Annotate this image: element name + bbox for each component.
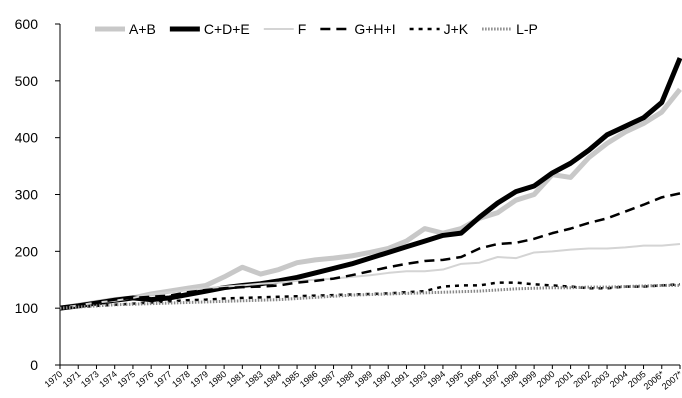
legend-label: J+K — [444, 21, 469, 37]
y-tick-label: 0 — [30, 357, 38, 373]
x-tick-label: 1996 — [462, 369, 484, 390]
x-tick-label: 1984 — [261, 369, 283, 390]
x-tick-label: 1974 — [97, 369, 119, 390]
x-tick-label: 1983 — [243, 369, 265, 390]
x-tick-label: 2001 — [553, 369, 575, 390]
x-tick-label: 2007* — [660, 369, 682, 392]
x-tick-label: 1970 — [43, 369, 65, 390]
x-tick-label: 2002 — [571, 369, 593, 390]
x-tick-label: 1985 — [280, 369, 302, 390]
x-tick-label: 1987 — [316, 369, 338, 390]
x-tick-label: 1995 — [444, 369, 466, 390]
y-tick-label: 100 — [15, 300, 39, 316]
x-tick-label: 1977 — [152, 369, 174, 390]
x-tick-label: 1997 — [480, 369, 502, 390]
x-tick-label: 1991 — [389, 369, 411, 390]
x-tick-label: 1971 — [61, 369, 83, 390]
y-tick-label: 400 — [15, 130, 39, 146]
legend-label: C+D+E — [204, 21, 250, 37]
x-tick-label: 1999 — [517, 369, 539, 390]
x-tick-label: 1998 — [498, 369, 520, 390]
series-line — [59, 283, 680, 310]
x-tick-label: 1980 — [207, 369, 229, 390]
x-tick-label: 1973 — [79, 369, 101, 390]
x-tick-label: 1994 — [425, 369, 447, 390]
legend-label: L-P — [516, 21, 538, 37]
y-tick-label: 600 — [15, 16, 39, 32]
legend-label: A+B — [129, 21, 156, 37]
x-tick-label: 2003 — [590, 369, 612, 390]
series-line — [59, 57, 682, 311]
x-tick-label: 1975 — [115, 369, 137, 390]
series-line — [59, 192, 681, 310]
legend-label: F — [298, 21, 307, 37]
y-tick-label: 300 — [15, 187, 39, 203]
x-tick-label: 1981 — [225, 369, 247, 390]
series-line — [59, 242, 681, 310]
x-tick-label: 1988 — [334, 369, 356, 390]
x-tick-label: 1990 — [371, 369, 393, 390]
x-tick-label: 1993 — [407, 369, 429, 390]
x-tick-label: 1989 — [353, 369, 375, 390]
x-tick-label: 1978 — [170, 369, 192, 390]
y-tick-label: 200 — [15, 243, 39, 259]
x-tick-label: 1979 — [188, 369, 210, 390]
x-tick-label: 1986 — [298, 369, 320, 390]
legend-label: G+H+I — [354, 21, 395, 37]
x-tick-label: 1976 — [134, 369, 156, 390]
x-tick-label: 2004 — [608, 369, 630, 390]
y-tick-label: 500 — [15, 73, 39, 89]
x-tick-label: 2000 — [535, 369, 557, 390]
